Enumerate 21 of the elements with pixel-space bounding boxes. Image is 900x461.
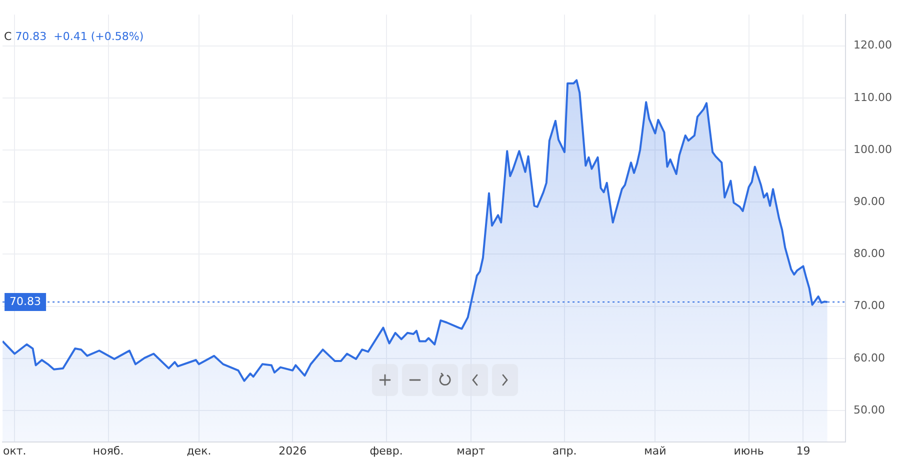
y-tick-label: 100.00	[854, 142, 892, 156]
y-tick-label: 60.00	[854, 351, 886, 364]
x-tick-label: март	[456, 444, 486, 458]
y-tick-label: 70.00	[854, 299, 886, 312]
x-tick-label: февр.	[370, 444, 403, 458]
x-tick-label: окт.	[3, 444, 26, 458]
y-tick-label: 50.00	[854, 403, 886, 416]
x-tick-label: апр.	[552, 444, 577, 458]
y-tick-label: 110.00	[854, 90, 892, 104]
x-tick-label: дек.	[186, 444, 212, 458]
text: C	[4, 30, 12, 43]
x-tick-label: июнь	[734, 444, 764, 458]
y-tick-label: 120.00	[854, 38, 892, 52]
y-tick-label: 80.00	[854, 247, 886, 260]
x-tick-label: 2026	[278, 444, 307, 458]
x-tick-label: май	[644, 444, 666, 458]
x-tick-label: нояб.	[92, 444, 124, 458]
y-tick-label: 90.00	[854, 195, 886, 208]
x-tick-label: 19	[796, 444, 810, 458]
text: 70.83 +0.41 (+0.58%)	[15, 30, 144, 43]
ref-line-label: 70.83	[10, 294, 42, 308]
